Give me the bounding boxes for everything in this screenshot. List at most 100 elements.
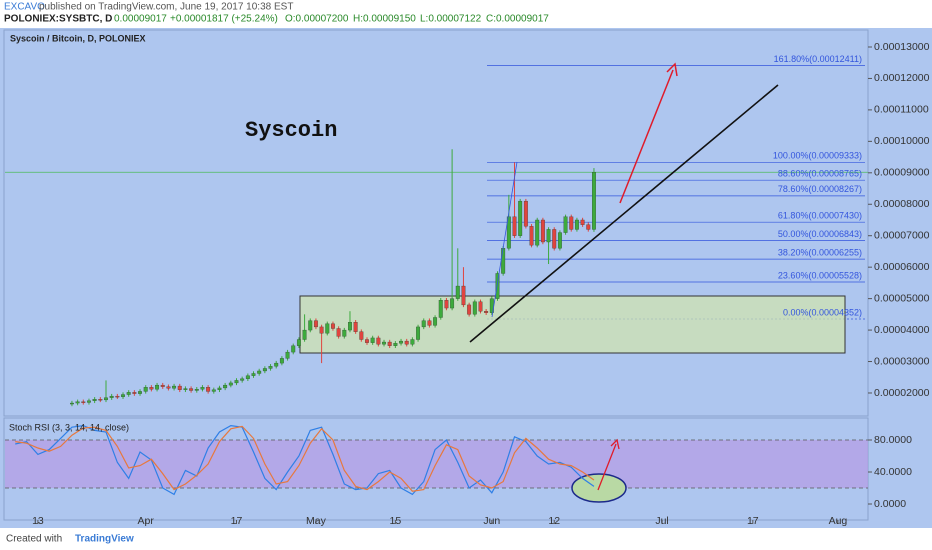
x-tick-label: Apr: [138, 515, 155, 527]
y-tick-label: 80.0000: [874, 434, 912, 446]
candle-body: [580, 219, 585, 225]
stoch-line: [15, 424, 595, 496]
stoch-arrow-head: [610, 438, 620, 450]
y-tick-label: 0.00010000: [874, 135, 930, 147]
candle-body: [313, 320, 318, 328]
candle-body: [200, 387, 205, 390]
candle-body: [115, 395, 120, 398]
footer-bg: [0, 528, 932, 550]
ohlc-close: C:0.00009017: [486, 14, 549, 25]
candle-body: [149, 387, 154, 390]
candle-body: [211, 389, 216, 392]
candle-body: [484, 311, 489, 313]
candle-body: [410, 339, 415, 345]
candle-body: [563, 216, 568, 233]
candle-body: [382, 341, 386, 345]
candle-body: [166, 386, 171, 389]
candle-body: [308, 320, 313, 331]
candle-body: [359, 331, 364, 340]
candle-body: [348, 322, 352, 331]
candle-body: [353, 322, 358, 332]
candle-body: [455, 285, 460, 299]
x-tick-label: Jul: [655, 515, 668, 527]
candle-body: [569, 216, 574, 230]
candle-body: [557, 232, 562, 249]
ohlc-open: O:0.00007200: [285, 14, 349, 25]
candle-body: [421, 320, 426, 328]
footer-brand[interactable]: TradingView: [75, 534, 134, 545]
x-tick-label: 15: [390, 515, 402, 527]
candle-body: [160, 384, 165, 387]
y-tick-label: 0.00004000: [874, 324, 930, 336]
price-title: Syscoin / Bitcoin, D, POLONIEX: [10, 33, 146, 43]
candle-body: [512, 216, 517, 236]
x-tick-label: Jun: [483, 515, 500, 527]
y-tick-label: 0.00002000: [874, 387, 930, 399]
candle-body: [574, 219, 579, 230]
fib-label: 161.80%(0.00012411): [774, 54, 862, 64]
candle-body: [291, 345, 296, 353]
candle-body: [285, 351, 290, 359]
candle-body: [194, 389, 199, 391]
candle-body: [217, 387, 222, 390]
author[interactable]: EXCAVO: [4, 2, 45, 13]
ohlc-low: L:0.00007122: [420, 14, 482, 25]
candle-body: [257, 370, 262, 374]
y-tick-label: 0.00008000: [874, 198, 930, 210]
candle-body: [70, 402, 74, 405]
candle-body: [586, 224, 591, 230]
candle-body: [399, 340, 403, 344]
candle-body: [223, 384, 228, 389]
candle-body: [274, 362, 279, 367]
price-pane: [3, 29, 869, 417]
candle-body: [268, 366, 273, 369]
candle-body: [518, 200, 523, 236]
candle-body: [143, 387, 148, 392]
candle-body: [450, 298, 455, 309]
candle-body: [98, 399, 103, 401]
y-tick-label: 0.00006000: [874, 261, 930, 273]
candle-body: [404, 340, 409, 345]
price: 0.00009017: [114, 14, 167, 25]
candle-body: [523, 200, 528, 227]
candle-body: [438, 300, 443, 318]
y-tick-label: 0.00003000: [874, 355, 930, 367]
fib-label: 0.00%(0.00004352): [783, 307, 862, 317]
annotation: Syscoin: [245, 118, 337, 143]
candle-body: [251, 373, 256, 376]
candle-body: [472, 301, 477, 315]
candle-body: [387, 341, 392, 346]
ohlc-high: H:0.00009150: [353, 14, 416, 25]
fib-label: 38.20%(0.00006255): [778, 248, 862, 258]
fib-label: 100.00%(0.00009333): [773, 151, 862, 161]
candle-body: [495, 273, 500, 299]
x-tick-label: May: [306, 515, 327, 527]
stoch-arrow: [597, 443, 617, 491]
candle-body: [331, 323, 335, 329]
candle-body: [478, 301, 483, 312]
y-tick-label: 40.0000: [874, 466, 912, 478]
y-tick-label: 0.00007000: [874, 229, 930, 241]
candle-body: [444, 300, 449, 309]
candle-body: [365, 339, 369, 343]
candle-body: [501, 248, 506, 274]
candle-body: [319, 326, 324, 334]
symbol: POLONIEX:SYSBTC, D: [4, 14, 112, 25]
candle-body: [206, 387, 211, 392]
fib-label: 23.60%(0.00005528): [778, 270, 862, 280]
fib-anchor: [491, 161, 518, 318]
candle-body: [104, 397, 108, 401]
fib-label: 88.60%(0.00008765): [778, 169, 862, 179]
up-arrow: [619, 69, 674, 204]
candle-body: [467, 304, 472, 315]
candle-body: [155, 384, 160, 390]
candle-body: [92, 399, 97, 401]
y-tick-label: 0.00013000: [874, 41, 930, 53]
candle-body: [336, 328, 341, 337]
candle-body: [433, 317, 438, 326]
candle-body: [302, 329, 307, 340]
stoch-title: Stoch RSI (3, 3, 14, 14, close): [9, 422, 129, 432]
candle-body: [172, 385, 177, 389]
fib-label: 50.00%(0.00006843): [778, 229, 862, 239]
support-zone: [299, 295, 846, 354]
